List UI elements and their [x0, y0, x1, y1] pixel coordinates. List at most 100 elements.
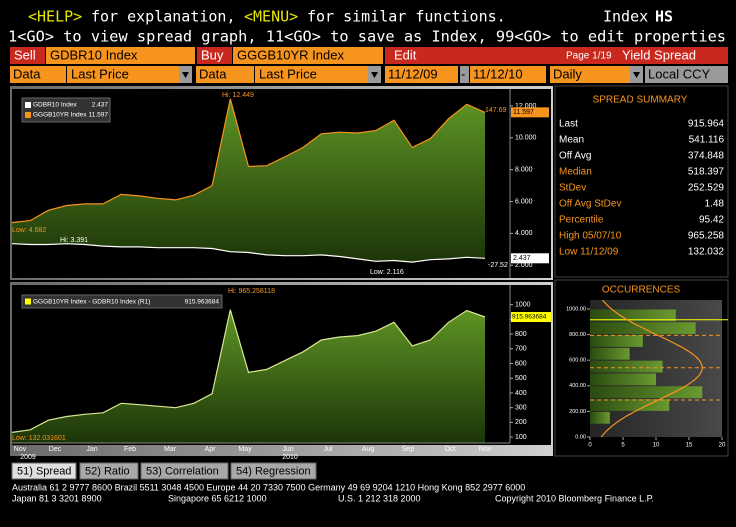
footer-line: Australia 61 2 9777 8600 Brazil 5511 304…: [12, 482, 525, 492]
buy-ticker[interactable]: GGGB10YR Index: [237, 47, 344, 62]
x-tick-label: 20: [719, 443, 726, 449]
annotation: Hi: 12.449: [222, 92, 254, 99]
histogram-bar: [590, 386, 703, 399]
page-indicator: Page 1/19: [566, 51, 612, 62]
end-date[interactable]: 11/12/10: [473, 66, 523, 81]
tab[interactable]: [79, 462, 139, 480]
y-tick-label: 1000.00: [566, 306, 586, 312]
tab-label[interactable]: 54) Regression: [236, 465, 311, 477]
menu-text: for similar functions.: [307, 8, 506, 26]
price-label[interactable]: Last Price: [259, 66, 317, 81]
y-tick-label: 2.000: [515, 262, 533, 269]
footer-item: Japan 81 3 3201 8900: [12, 493, 102, 503]
date-separator: -: [461, 66, 465, 81]
histogram-bar: [590, 411, 610, 424]
summary-label: Last: [559, 119, 578, 130]
price-field[interactable]: [255, 66, 368, 83]
footer-item: Copyright 2010 Bloomberg Finance L.P.: [495, 493, 654, 503]
x-tick-label: Jul: [324, 446, 333, 453]
y-tick-label: 400.00: [569, 383, 586, 389]
buy-field[interactable]: [233, 47, 383, 64]
x-tick-label: Jan: [86, 446, 97, 453]
price-field[interactable]: [67, 66, 179, 83]
value-tag: [511, 312, 551, 323]
footer: Australia 61 2 9777 8600 Brazil 5511 304…: [12, 482, 654, 503]
y-tick-label: 300: [515, 405, 527, 412]
histogram-bar: [590, 309, 676, 322]
sell-button[interactable]: [10, 47, 45, 64]
y-tick-label: 8.000: [515, 167, 533, 174]
menu-key: <MENU>: [244, 8, 298, 26]
currency-field[interactable]: [645, 66, 728, 83]
data-field[interactable]: [196, 66, 254, 83]
annotation: Hi: 965.258118: [228, 288, 275, 295]
price-label[interactable]: Last Price: [71, 66, 129, 81]
legend-value: 2.437: [92, 102, 109, 109]
summary-value: 252.529: [688, 183, 725, 194]
start-date[interactable]: 11/12/09: [388, 66, 438, 81]
footer-item: Singapore 65 6212 1000: [168, 493, 267, 503]
x-tick-label: May: [238, 446, 252, 453]
currency[interactable]: Local CCY: [648, 66, 710, 81]
area-fill: [12, 309, 485, 443]
annotation: Low: 4.682: [12, 227, 46, 234]
edit-label[interactable]: Edit: [394, 47, 417, 62]
legend-swatch: [25, 102, 31, 108]
buy-button[interactable]: [197, 47, 232, 64]
command-line: 1<GO> to view spread graph, 11<GO> to sa…: [8, 28, 726, 46]
x-tick-label: Nov: [14, 446, 27, 453]
tab[interactable]: [230, 462, 317, 480]
buy-label[interactable]: Buy: [201, 47, 224, 62]
tab-label[interactable]: 52) Ratio: [85, 465, 130, 477]
index-label: Index: [603, 8, 648, 26]
x-year-label: 2009: [20, 454, 36, 461]
x-tick-label: Aug: [362, 446, 375, 453]
tab-label[interactable]: 53) Correlation: [146, 465, 219, 477]
x-tick-label: Jun: [282, 446, 293, 453]
toolbar: Sell GDBR10 Index Buy GGGB10YR Index Edi…: [10, 47, 728, 64]
legend-swatch: [25, 112, 31, 118]
period-field[interactable]: [550, 66, 630, 83]
histogram-bar: [590, 373, 656, 386]
histogram-title: OCCURRENCES: [602, 285, 681, 296]
data-label[interactable]: Data: [13, 66, 41, 81]
edit-bar[interactable]: [385, 47, 728, 64]
sell-field[interactable]: [46, 47, 195, 64]
normal-curve: [600, 299, 703, 438]
histogram-bar: [590, 399, 670, 411]
series-line: [11, 309, 486, 433]
x-tick-label: 0: [588, 443, 592, 449]
y-tick-label: 12.000: [515, 103, 537, 110]
period[interactable]: Daily: [553, 66, 582, 81]
y-tick-label: 800: [515, 331, 527, 338]
end-date-field[interactable]: [470, 66, 546, 83]
y-tick-label: 800.00: [569, 332, 586, 338]
tab[interactable]: [11, 462, 77, 480]
series-line: [11, 243, 486, 263]
summary-label: Low 11/12/09: [559, 247, 619, 258]
tab-label[interactable]: 51) Spread: [17, 465, 71, 477]
sell-label[interactable]: Sell: [14, 47, 36, 62]
arrow-icon: [182, 72, 189, 78]
tab[interactable]: [140, 462, 229, 480]
x-tick-label: Sep: [402, 446, 415, 453]
series-line: [11, 98, 486, 224]
histogram-bar: [590, 360, 663, 373]
legend-value: 915.963684: [185, 299, 220, 306]
summary-value: 1.48: [705, 199, 725, 210]
data-label[interactable]: Data: [199, 66, 227, 81]
summary-label: Mean: [559, 135, 584, 146]
y-tick-label: 100: [515, 434, 527, 441]
value-tag-label: 915.963684: [512, 314, 547, 321]
summary-value: 965.258: [688, 231, 725, 242]
data-field[interactable]: [10, 66, 66, 83]
sell-ticker[interactable]: GDBR10 Index: [50, 47, 138, 62]
help-line: <HELP> for explanation, <MENU> for simil…: [8, 8, 726, 46]
start-date-field[interactable]: [385, 66, 458, 83]
annotation: 147.69: [485, 107, 507, 114]
help-key: <HELP>: [28, 8, 82, 26]
legend-swatch: [25, 298, 31, 305]
area-fill: [12, 98, 485, 263]
summary-panel: [554, 85, 729, 278]
